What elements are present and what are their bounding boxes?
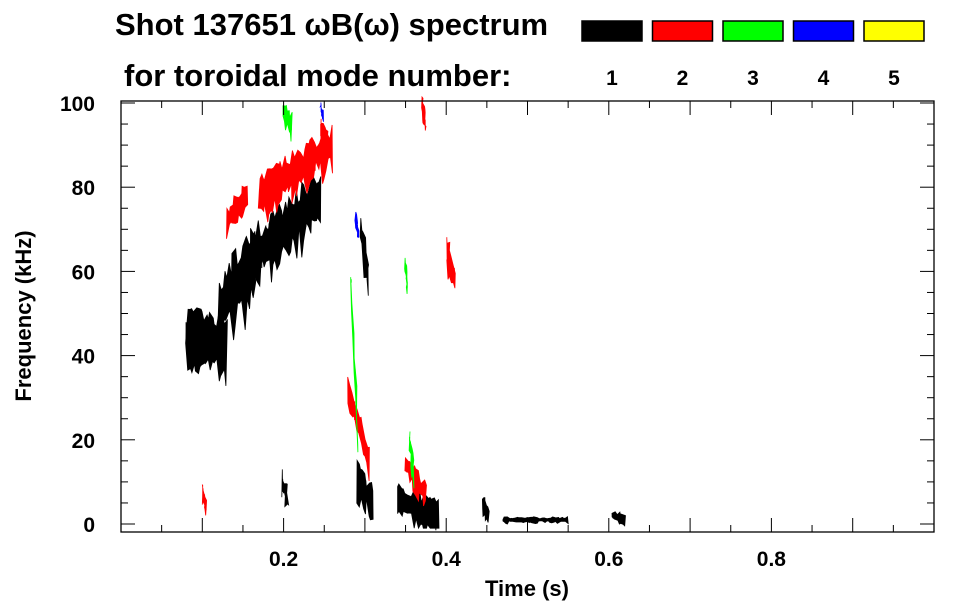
spectrum-marks	[185, 95, 626, 531]
mode-1-feature	[359, 218, 370, 296]
y-tick-label: 80	[72, 177, 95, 200]
mode-1-feature	[217, 231, 257, 341]
mode-1-feature	[502, 515, 569, 525]
chart-title-line1: Shot 137651 ωB(ω) spectrum	[115, 7, 548, 42]
y-tick-label: 40	[72, 346, 95, 369]
legend-label-mode-2: 2	[677, 67, 689, 90]
x-tick-label: 0.4	[432, 548, 462, 571]
mode-2-feature	[446, 237, 456, 289]
x-tick-label: 0.8	[757, 548, 787, 571]
legend-label-mode-5: 5	[888, 67, 900, 90]
x-axis-label: Time (s)	[485, 576, 569, 601]
legend: 1 2 3 4 5	[581, 20, 925, 90]
y-tick-label: 0	[83, 514, 95, 537]
y-axis-label: Frequency (kHz)	[11, 230, 36, 401]
x-tick-label: 0.2	[269, 548, 298, 571]
plot-frame	[120, 100, 935, 533]
mode-1-feature	[249, 176, 322, 297]
mode-3-feature	[350, 277, 359, 453]
mode-2-feature	[320, 118, 329, 157]
mode-3-feature	[404, 257, 408, 294]
x-tick-label: 0.6	[594, 548, 623, 571]
legend-swatch-mode-2	[651, 20, 714, 42]
axes: 0.2 0.4 0.6 0.8 0 20 40 60 80 100	[60, 93, 935, 571]
mode-2-feature	[404, 456, 427, 507]
legend-swatch-mode-4	[792, 20, 855, 42]
mode-4-feature	[354, 211, 360, 238]
y-tick-label: 20	[72, 430, 95, 453]
mode-2-feature	[226, 185, 249, 239]
mode-3-feature	[282, 104, 293, 142]
y-tick-label: 100	[60, 93, 95, 116]
legend-swatch-mode-5	[863, 20, 925, 42]
legend-label-mode-3: 3	[747, 67, 759, 90]
chart-title-line2: for toroidal mode number:	[124, 58, 512, 93]
y-tick-label: 60	[72, 261, 95, 284]
legend-label-mode-1: 1	[606, 67, 618, 90]
mode-1-feature	[611, 511, 626, 527]
mode-1-feature	[397, 483, 440, 530]
legend-label-mode-4: 4	[818, 67, 830, 90]
legend-swatch-mode-1	[581, 20, 643, 42]
legend-swatch-mode-3	[722, 20, 784, 42]
